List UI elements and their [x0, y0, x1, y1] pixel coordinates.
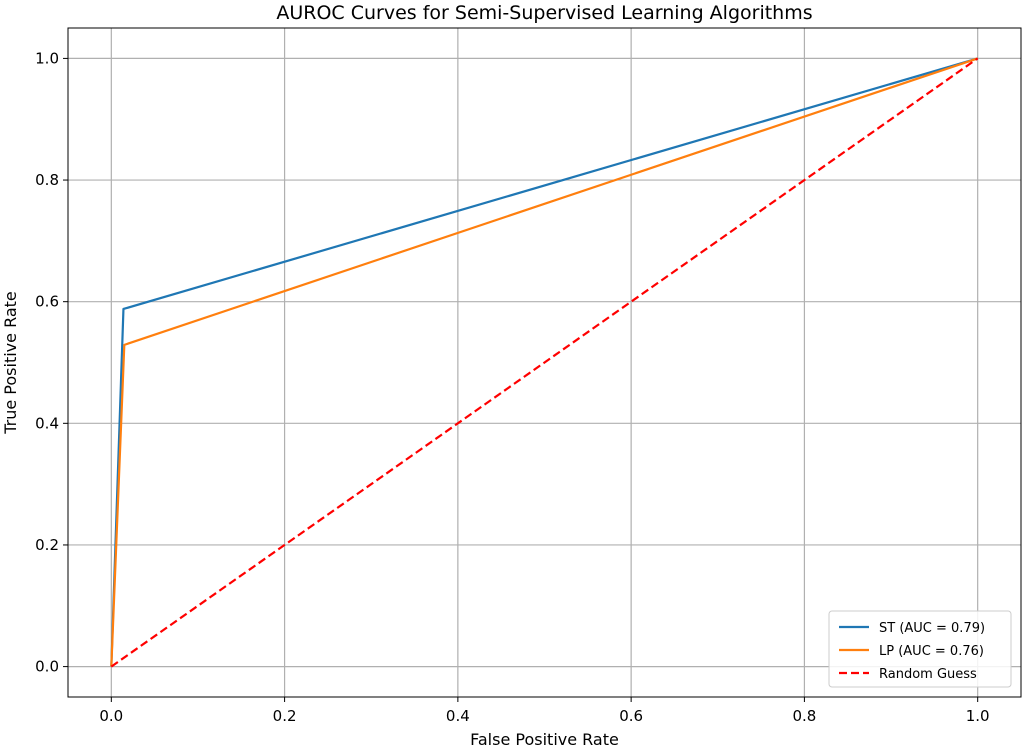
legend-label-2: Random Guess [879, 667, 977, 682]
series-line-lp [110, 57, 979, 667]
x-tick-label-1: 0.2 [273, 707, 297, 725]
chart-title: AUROC Curves for Semi-Supervised Learnin… [276, 2, 812, 24]
legend-label-1: LP (AUC = 0.76) [879, 644, 984, 659]
x-tick-label-4: 0.8 [792, 707, 816, 725]
y-tick-label-2: 0.4 [35, 414, 59, 432]
y-tick-label-4: 0.8 [35, 171, 59, 189]
x-tick-label-0: 0.0 [99, 707, 123, 725]
y-axis-label: True Positive Rate [1, 291, 20, 435]
legend-label-0: ST (AUC = 0.79) [879, 621, 985, 636]
y-tick-label-1: 0.2 [35, 536, 59, 554]
series-layer [110, 57, 979, 668]
grid-lines [68, 28, 1021, 697]
x-tick-label-3: 0.6 [619, 707, 643, 725]
y-tick-label-3: 0.6 [35, 293, 59, 311]
x-tick-label-5: 1.0 [966, 707, 990, 725]
series-line-random [110, 57, 979, 668]
legend-box [828, 610, 1012, 688]
x-axis-label: False Positive Rate [470, 730, 619, 749]
x-tick-label-2: 0.4 [446, 707, 470, 725]
y-tick-label-5: 1.0 [35, 49, 59, 67]
plot-frame [67, 27, 1022, 698]
axis-ticks: 0.0 0.2 0.4 0.6 0.8 1.0 0.0 0.2 0.4 0.6 0.8 1.0 [35, 49, 989, 725]
legend: ST (AUC = 0.79) LP (AUC = 0.76) Random Gue… [828, 610, 1012, 688]
y-tick-label-0: 0.0 [35, 658, 59, 676]
